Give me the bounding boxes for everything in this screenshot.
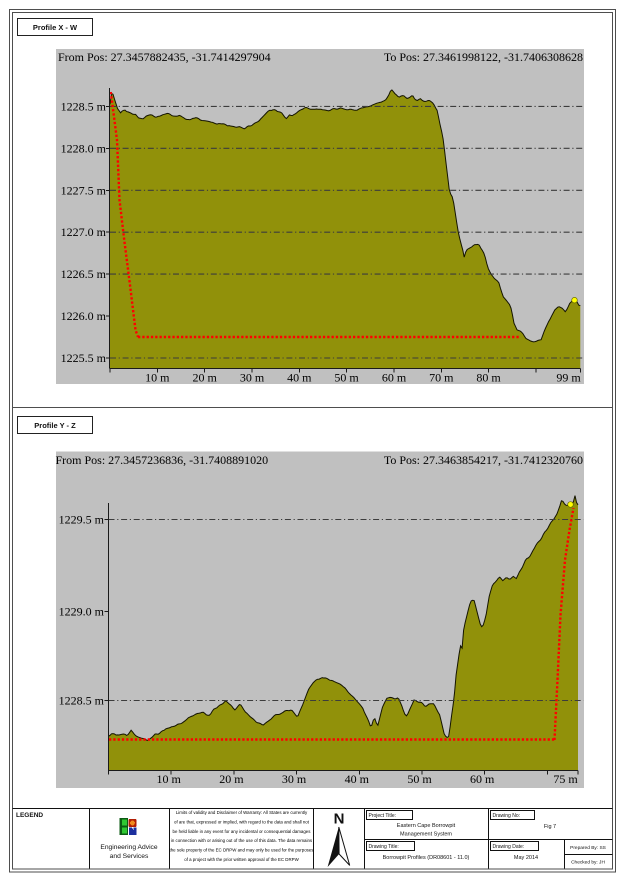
svg-text:30 m: 30 m	[240, 371, 265, 385]
svg-text:Limits of validity and Disclai: Limits of validity and Disclaimer of War…	[176, 810, 308, 815]
svg-text:1226.5 m: 1226.5 m	[61, 267, 107, 281]
svg-text:Project Title:: Project Title:	[369, 813, 397, 819]
svg-text:20 m: 20 m	[219, 772, 244, 786]
svg-text:and Services: and Services	[110, 853, 149, 860]
svg-text:1229.5 m: 1229.5 m	[59, 513, 105, 527]
svg-text:Management System: Management System	[400, 832, 452, 838]
svg-text:Borrowpit Profiles (DR08601 -: Borrowpit Profiles (DR08601 - 11.0)	[383, 855, 470, 861]
svg-text:50 m: 50 m	[334, 371, 359, 385]
svg-text:60 m: 60 m	[382, 371, 407, 385]
svg-text:From Pos: 27.3457236836, -31.7: From Pos: 27.3457236836, -31.7408891020	[56, 453, 269, 467]
svg-text:1228.0 m: 1228.0 m	[61, 141, 107, 155]
svg-text:Drawing No:: Drawing No:	[493, 813, 521, 819]
svg-text:1227.0 m: 1227.0 m	[61, 225, 107, 239]
svg-text:75 m: 75 m	[553, 772, 578, 786]
svg-text:Drawing Date:: Drawing Date:	[493, 844, 525, 850]
svg-text:Checked by: JH: Checked by: JH	[571, 860, 605, 866]
svg-text:1228.5 m: 1228.5 m	[61, 99, 107, 113]
svg-text:60 m: 60 m	[470, 772, 495, 786]
svg-text:70 m: 70 m	[429, 371, 454, 385]
svg-text:N: N	[334, 811, 345, 828]
svg-text:30 m: 30 m	[282, 772, 307, 786]
svg-text:Profile Y - Z: Profile Y - Z	[34, 421, 76, 430]
svg-text:To Pos: 27.3461998122, -31.740: To Pos: 27.3461998122, -31.7406308628	[384, 50, 583, 64]
svg-text:1228.5 m: 1228.5 m	[59, 694, 105, 708]
svg-text:Drawing Title:: Drawing Title:	[369, 844, 399, 850]
svg-text:LEGEND: LEGEND	[16, 812, 43, 819]
svg-text:May 2014: May 2014	[514, 855, 538, 861]
svg-text:40 m: 40 m	[345, 772, 370, 786]
svg-text:1226.0 m: 1226.0 m	[61, 309, 107, 323]
svg-text:the sole property of the EC DR: the sole property of the EC DRPW and may…	[170, 848, 315, 853]
svg-text:99 m: 99 m	[556, 371, 581, 385]
svg-text:of a project with the prior wr: of a project with the prior written appr…	[184, 857, 299, 862]
svg-text:be held liable in any event fo: be held liable in any event for any inci…	[173, 829, 312, 834]
svg-text:of are that, expressed or impl: of are that, expressed or implied, with …	[174, 819, 310, 824]
svg-text:Eastern Cape Borrowpit: Eastern Cape Borrowpit	[397, 823, 456, 829]
svg-text:Engineering Advice: Engineering Advice	[100, 844, 158, 851]
svg-text:80 m: 80 m	[476, 371, 501, 385]
svg-text:10 m: 10 m	[145, 371, 170, 385]
svg-text:50 m: 50 m	[407, 772, 432, 786]
svg-text:To Pos: 27.3463854217, -31.741: To Pos: 27.3463854217, -31.7412320760	[384, 453, 583, 467]
svg-text:Profile X - W: Profile X - W	[33, 23, 78, 32]
svg-text:10 m: 10 m	[157, 772, 182, 786]
svg-text:1225.5 m: 1225.5 m	[61, 351, 107, 365]
svg-text:1229.0 m: 1229.0 m	[59, 604, 105, 618]
svg-text:Prepared By: SS: Prepared By: SS	[570, 845, 606, 851]
svg-text:40 m: 40 m	[287, 371, 312, 385]
svg-text:20 m: 20 m	[193, 371, 218, 385]
svg-text:in connection with or arising: in connection with or arising out of the…	[171, 838, 313, 843]
svg-text:1227.5 m: 1227.5 m	[61, 183, 107, 197]
svg-text:From Pos: 27.3457882435, -31.7: From Pos: 27.3457882435, -31.7414297904	[58, 50, 271, 64]
svg-text:Fig 7: Fig 7	[544, 824, 556, 830]
